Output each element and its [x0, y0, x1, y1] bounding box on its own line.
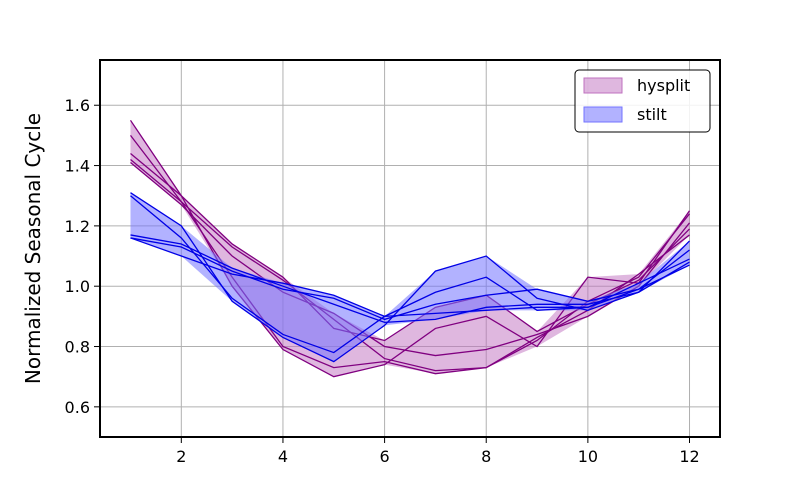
legend-label-stilt: stilt	[637, 105, 667, 124]
series-hysplit	[129, 119, 691, 378]
legend: hysplit stilt	[574, 69, 711, 133]
hysplit-band	[130, 120, 690, 377]
stilt-line	[130, 195, 690, 354]
x-tick-label: 10	[578, 447, 598, 466]
stilt-line	[130, 234, 690, 324]
y-tick-label: 1.6	[65, 96, 90, 115]
x-tick-label: 2	[176, 447, 186, 466]
y-tick-label: 0.8	[65, 338, 90, 357]
hysplit-line	[130, 162, 691, 357]
x-tick-label: 8	[481, 447, 491, 466]
legend-swatch-stilt	[583, 106, 623, 123]
stilt-line	[130, 237, 690, 321]
legend-label-hysplit: hysplit	[637, 76, 690, 95]
y-tick-label: 1.4	[65, 157, 90, 176]
stilt-band	[130, 192, 690, 362]
y-tick-label: 0.6	[65, 398, 90, 417]
series-stilt	[130, 192, 690, 363]
y-tick-label: 1.2	[65, 217, 90, 236]
series-layer	[129, 119, 691, 378]
x-tick-label: 12	[679, 447, 699, 466]
x-tick-label: 4	[278, 447, 288, 466]
axis-ticks: 2 4 6 8 10 12 0.6 0.8 1.0 1.2 1.4 1.6	[65, 96, 700, 466]
plot-frame	[99, 59, 721, 438]
x-tick-label: 6	[379, 447, 389, 466]
y-tick-label: 1.0	[65, 277, 90, 296]
legend-swatch-hysplit	[583, 77, 623, 94]
stilt-line	[130, 237, 690, 318]
y-axis-label: Normalized Seasonal Cycle	[21, 113, 45, 384]
